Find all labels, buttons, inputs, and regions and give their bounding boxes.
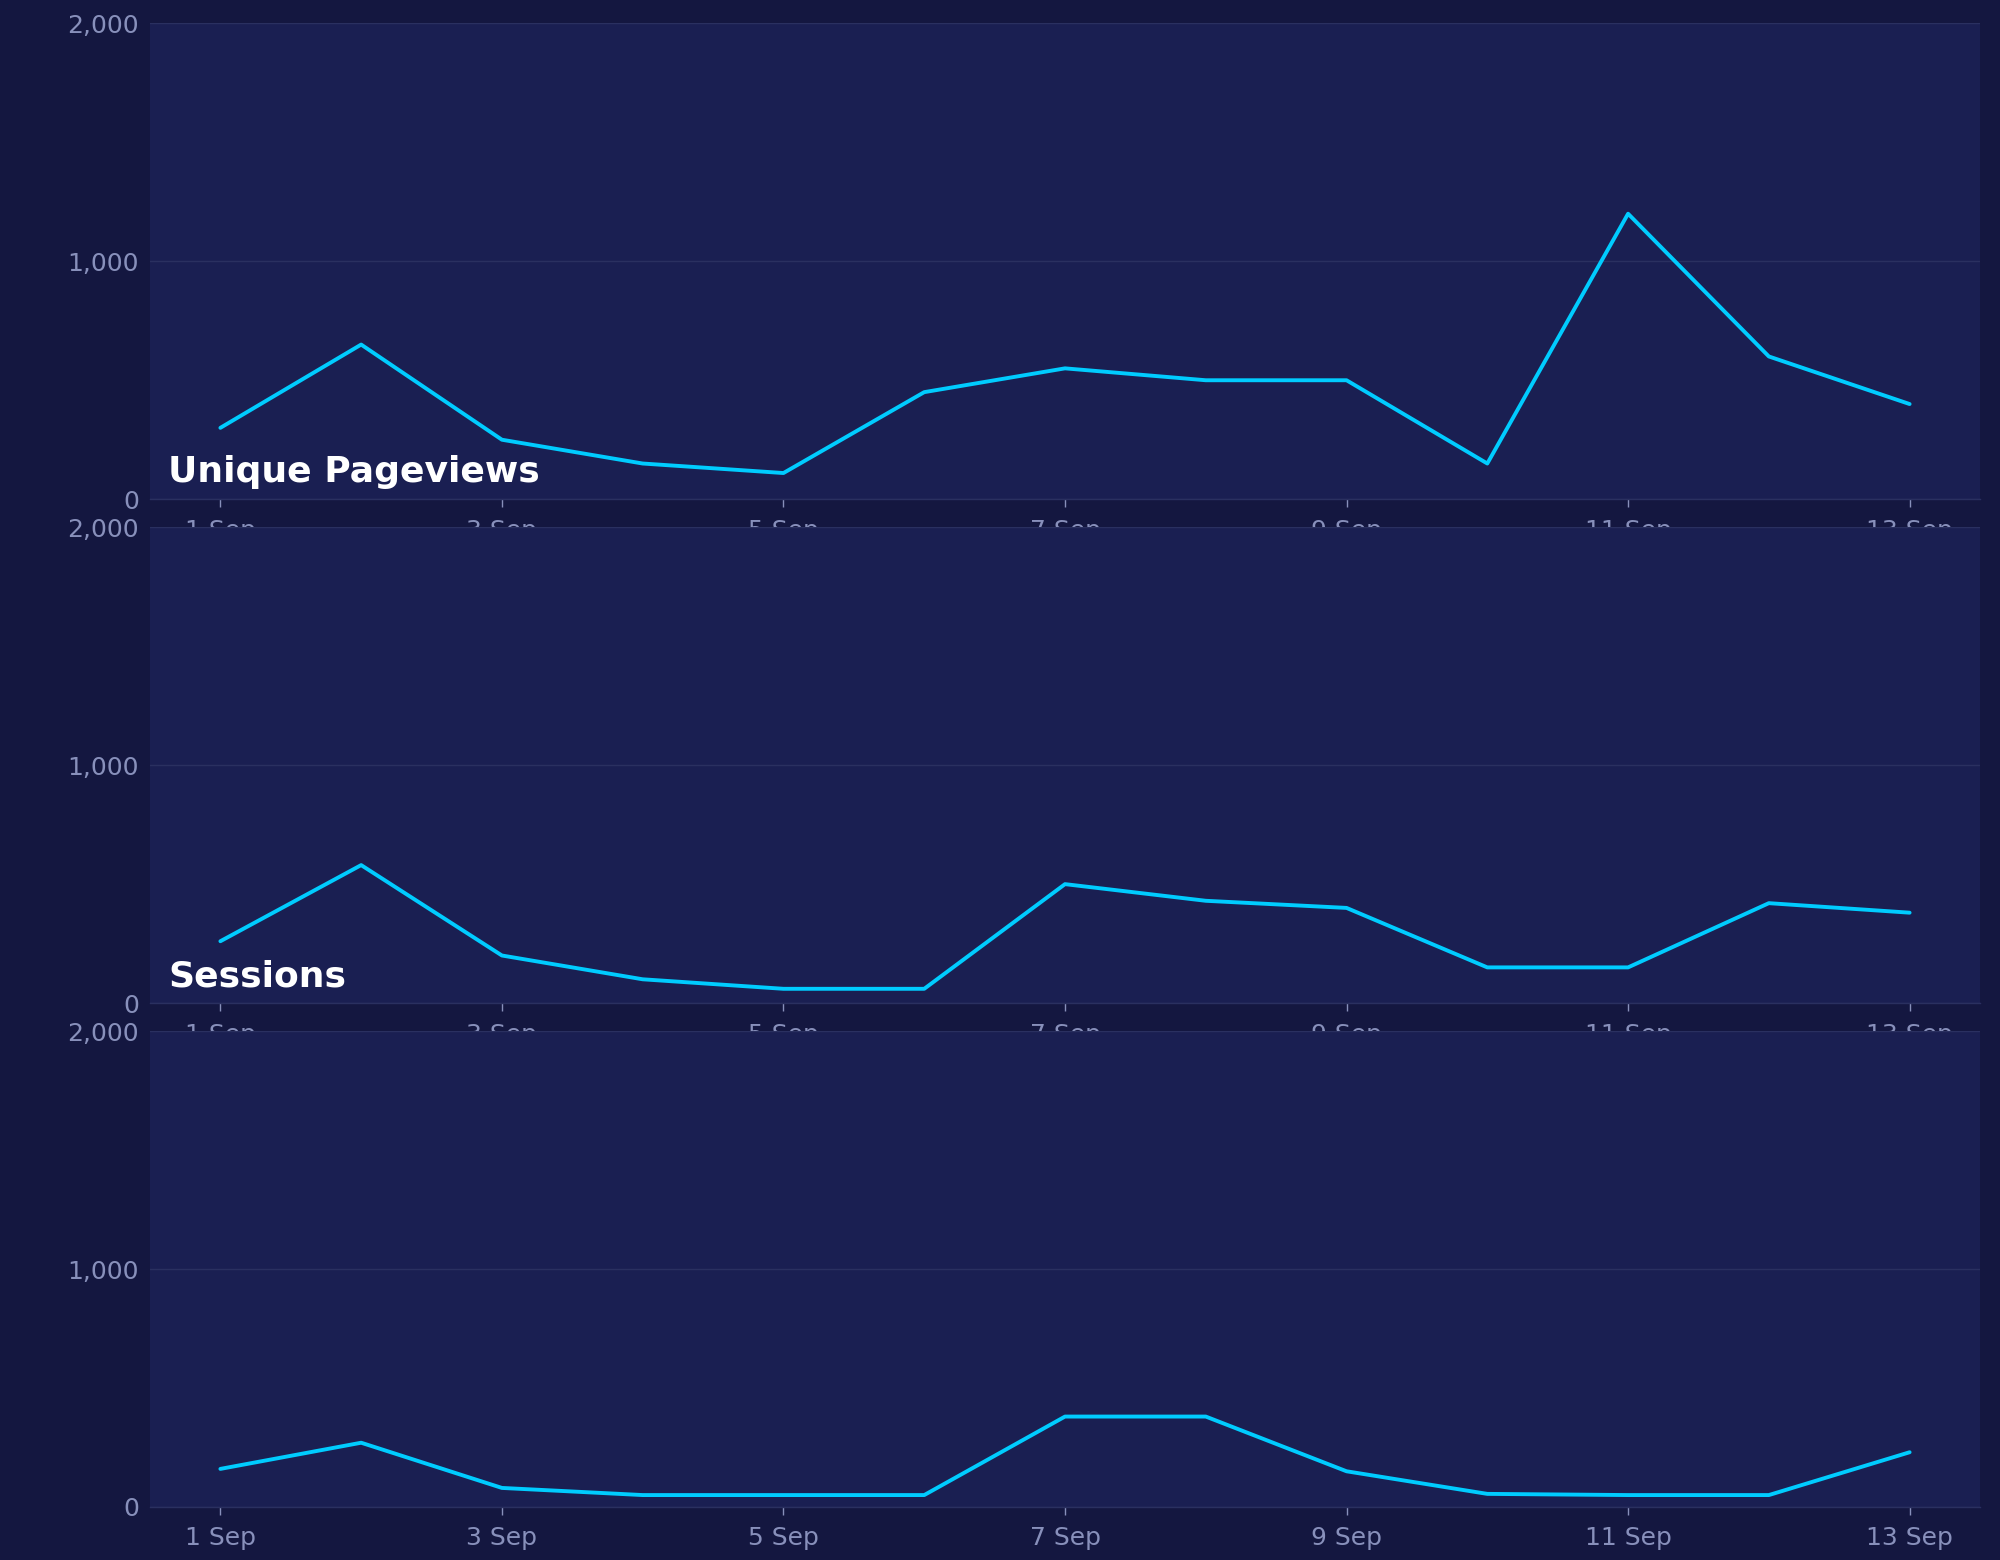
Text: Unique Pageviews: Unique Pageviews [168,456,540,490]
Text: Sessions: Sessions [168,959,346,994]
